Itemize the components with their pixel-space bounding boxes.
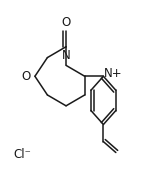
Text: N: N [62, 49, 70, 62]
Text: O: O [61, 16, 71, 29]
Text: O: O [22, 70, 31, 83]
Text: N+: N+ [104, 67, 123, 80]
Text: Cl⁻: Cl⁻ [14, 148, 31, 161]
